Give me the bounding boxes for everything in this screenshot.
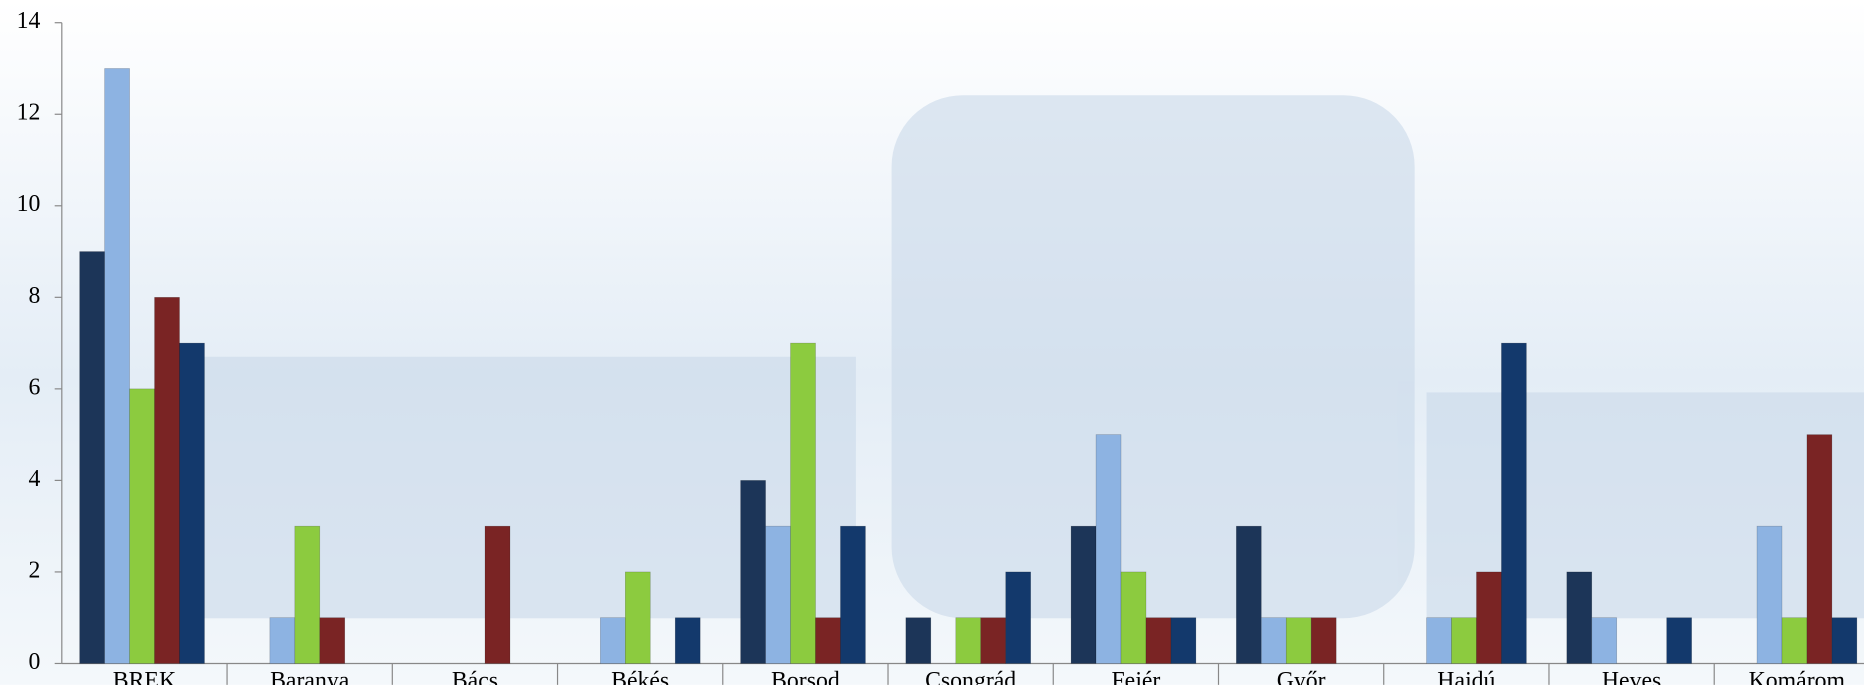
bar <box>765 525 791 664</box>
bar <box>1501 342 1527 664</box>
bar <box>1781 617 1808 664</box>
bar <box>484 525 511 664</box>
y-tick-label: 12 <box>17 100 41 126</box>
y-tick-label: 2 <box>29 557 41 583</box>
bar <box>1260 617 1287 664</box>
bar <box>179 342 205 664</box>
bar <box>1566 571 1593 664</box>
bar <box>1756 525 1783 664</box>
bar <box>104 68 130 664</box>
bar <box>1451 617 1477 664</box>
x-tick-label: Győr <box>1277 668 1326 685</box>
bar <box>294 525 321 664</box>
x-tick-label: Heves <box>1602 668 1661 685</box>
bar <box>129 388 155 664</box>
bar <box>1236 525 1262 664</box>
bar <box>1666 617 1692 664</box>
bar <box>1095 434 1122 664</box>
x-tick-label: Baranya <box>270 668 350 685</box>
y-tick-label: 14 <box>17 8 41 34</box>
bar <box>815 617 841 664</box>
bar <box>154 297 180 664</box>
bar <box>1070 525 1097 664</box>
bar <box>600 617 626 664</box>
bar <box>740 480 766 664</box>
bar <box>840 525 866 664</box>
bar <box>674 617 701 664</box>
bar <box>790 342 816 664</box>
bar <box>1426 617 1452 664</box>
y-tick-label: 6 <box>29 374 41 400</box>
x-tick-label: Fejér <box>1111 668 1160 685</box>
x-tick-label: Hajdú <box>1437 668 1495 685</box>
bar <box>1170 617 1197 664</box>
bar <box>1476 571 1502 664</box>
x-tick-label: Komárom <box>1749 668 1846 685</box>
bar <box>1831 617 1858 664</box>
x-tick-label: Borsod <box>771 668 840 685</box>
bar <box>980 617 1007 664</box>
bar <box>319 617 346 664</box>
x-tick-label: Csongrád <box>925 668 1016 685</box>
y-tick-label: 8 <box>29 283 41 309</box>
x-tick-label: Bács <box>452 668 498 685</box>
bar <box>1310 617 1337 664</box>
bar <box>1120 571 1147 664</box>
bar <box>1591 617 1618 664</box>
bar <box>1145 617 1172 664</box>
y-tick-label: 4 <box>29 466 41 492</box>
bar <box>1806 434 1833 664</box>
x-tick-label: Békés <box>611 668 669 685</box>
bar <box>269 617 296 664</box>
y-tick-label: 0 <box>29 649 41 675</box>
bar <box>1005 571 1031 664</box>
bar <box>955 617 982 664</box>
bar <box>1285 617 1312 664</box>
bar <box>905 617 932 664</box>
x-tick-label: BREK <box>113 668 176 685</box>
y-tick-label: 10 <box>17 191 41 217</box>
bar <box>624 571 651 664</box>
bar <box>79 251 105 664</box>
